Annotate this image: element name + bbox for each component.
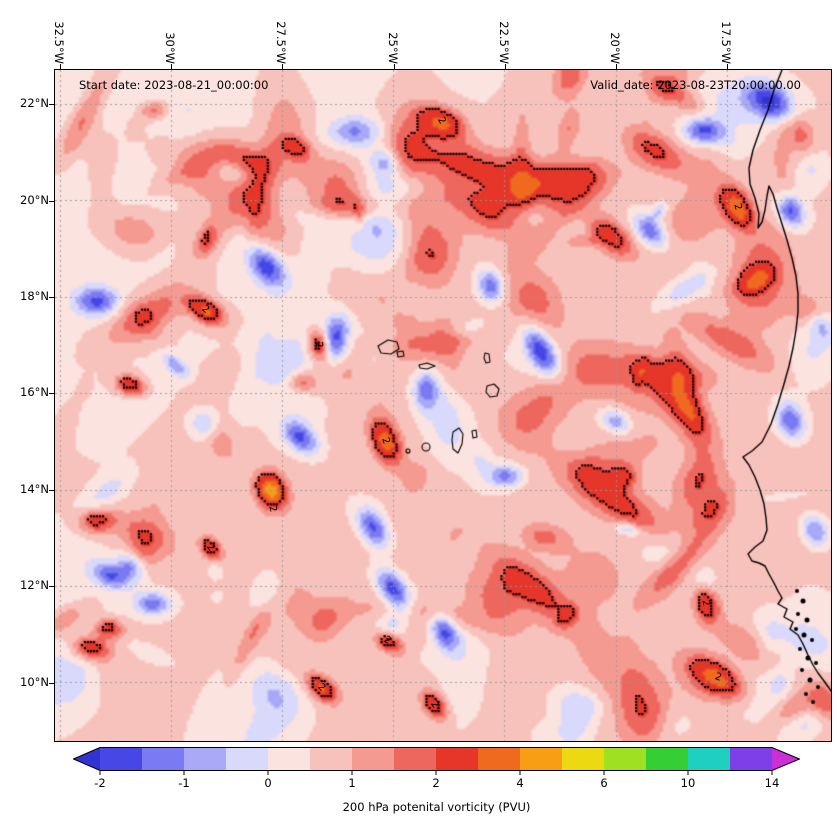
colorbar-tick-label: 0 — [264, 776, 272, 790]
y-axis-tick-mark — [49, 682, 54, 684]
y-axis-tick-mark — [49, 393, 54, 395]
y-axis-tick-label: 16°N — [20, 385, 49, 400]
x-axis-tick-mark — [726, 64, 728, 69]
y-axis-tick-mark — [49, 489, 54, 491]
colorbar-tick-label: 1 — [348, 776, 356, 790]
x-axis-tick-label: 32.5°W — [52, 21, 67, 64]
colorbar-gradient — [72, 747, 801, 775]
x-axis-tick-mark — [60, 64, 62, 69]
colorbar-tick-label: 4 — [516, 776, 524, 790]
colorbar-tick-label: -2 — [94, 776, 106, 790]
x-axis-tick-mark — [615, 64, 617, 69]
y-axis-tick-mark — [49, 104, 54, 106]
x-axis-tick-label: 22.5°W — [496, 21, 511, 64]
map-plot-area: Start date: 2023-08-21_00:00:00 Valid_da… — [54, 69, 832, 742]
y-axis-tick-mark — [49, 200, 54, 202]
colorbar-tick-label: 6 — [600, 776, 608, 790]
start-date-annotation: Start date: 2023-08-21_00:00:00 — [79, 78, 269, 92]
x-axis-tick-mark — [504, 64, 506, 69]
y-axis-tick-label: 14°N — [20, 481, 49, 496]
valid-date-annotation: Valid_date: 2023-08-23T20:00:00.00 — [590, 78, 801, 92]
x-axis-tick-mark — [393, 64, 395, 69]
y-axis-tick-label: 18°N — [20, 289, 49, 303]
x-axis-tick-label: 30°W — [163, 32, 178, 64]
pv-field-canvas — [55, 70, 831, 741]
colorbar-tick-label: 14 — [764, 776, 780, 790]
y-axis-tick-label: 22°N — [20, 96, 49, 111]
y-axis-tick-label: 20°N — [20, 192, 49, 207]
x-axis-tick-label: 25°W — [385, 32, 400, 64]
x-axis-tick-label: 17.5°W — [718, 21, 733, 64]
colorbar-caption: 200 hPa potenital vorticity (PVU) — [342, 800, 531, 814]
colorbar — [72, 747, 801, 775]
colorbar-tick-label: 10 — [680, 776, 696, 790]
y-axis-tick-label: 12°N — [20, 578, 49, 593]
colorbar-tick-label: 2 — [432, 776, 440, 790]
x-axis-tick-label: 27.5°W — [274, 21, 289, 64]
y-axis-tick-label: 10°N — [20, 674, 49, 689]
y-axis-tick-mark — [49, 586, 54, 588]
colorbar-tick-label: -1 — [178, 776, 190, 790]
x-axis-tick-label: 20°W — [607, 32, 622, 64]
x-axis-tick-mark — [171, 64, 173, 69]
y-axis-tick-mark — [49, 297, 54, 298]
x-axis-tick-mark — [282, 64, 284, 69]
